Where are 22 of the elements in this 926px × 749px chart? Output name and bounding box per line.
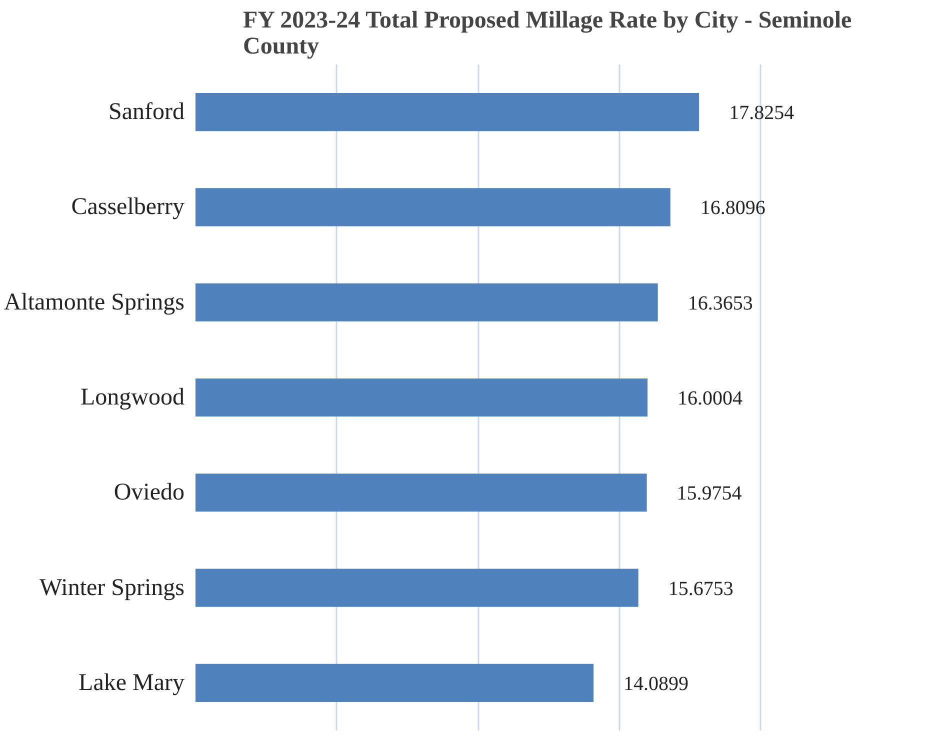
data-label: 15.9754 — [676, 482, 742, 505]
y-tick-label: Altamonte Springs — [4, 289, 184, 316]
bar — [196, 664, 594, 702]
y-tick-label: Casselberry — [71, 194, 184, 220]
bar — [196, 188, 670, 226]
chart-title: FY 2023-24 Total Proposed Millage Rate by City - Seminole County — [243, 8, 852, 60]
y-tick-label: Lake Mary — [78, 670, 185, 696]
y-tick-label: Sanford — [108, 99, 184, 126]
bar — [196, 93, 700, 132]
bar — [196, 378, 648, 417]
data-label: 17.8254 — [729, 102, 794, 124]
y-tick-label: Oviedo — [114, 480, 185, 506]
data-label: 14.0899 — [624, 672, 689, 695]
y-tick-label: Winter Springs — [39, 574, 185, 601]
data-label: 16.3653 — [688, 292, 753, 314]
y-tick-label: Longwood — [80, 384, 185, 410]
bar — [196, 568, 638, 607]
data-label: 16.8096 — [700, 197, 766, 220]
data-label: 15.6753 — [668, 578, 734, 600]
bar — [196, 283, 658, 322]
data-label: 16.0004 — [678, 388, 743, 410]
bar — [196, 474, 647, 512]
